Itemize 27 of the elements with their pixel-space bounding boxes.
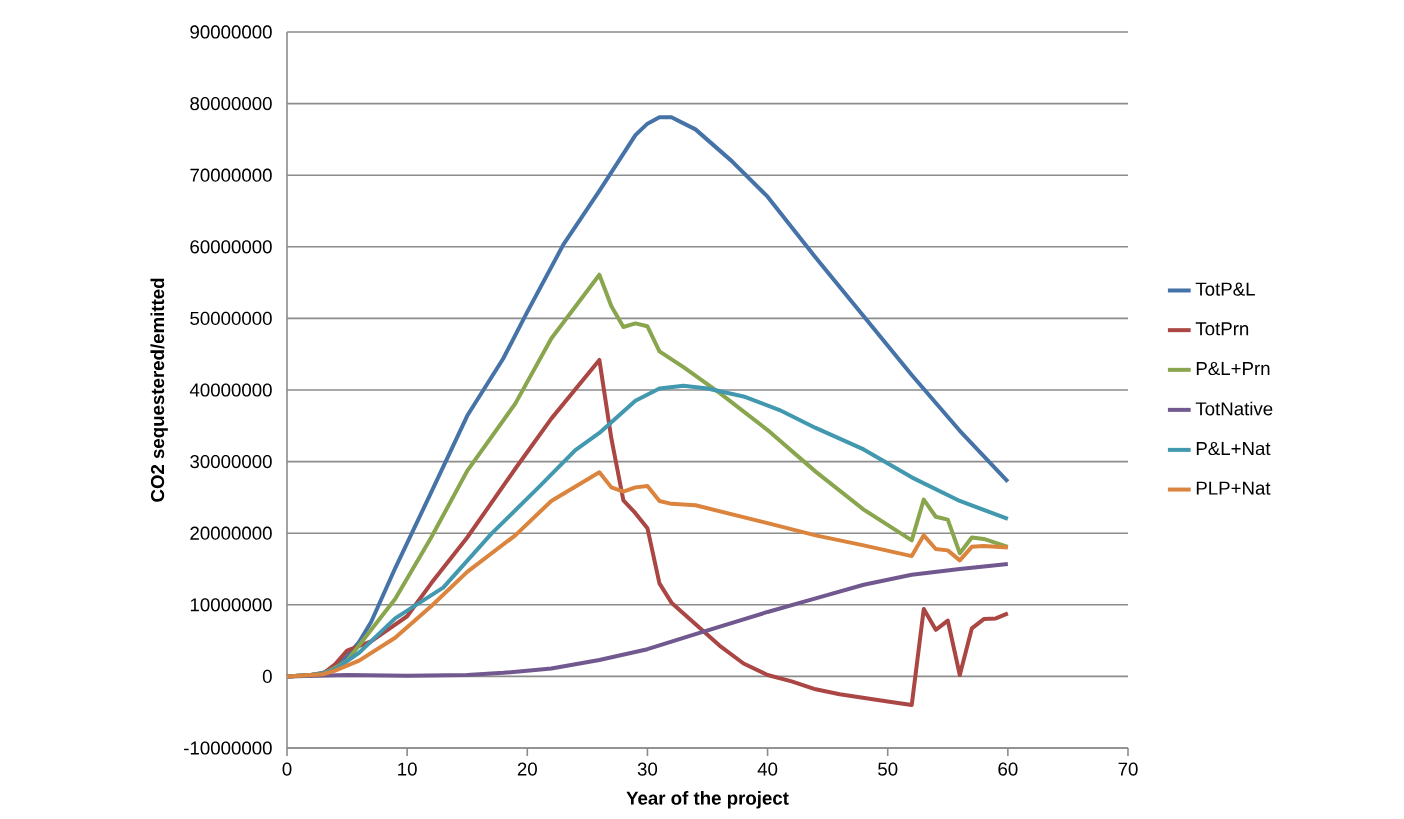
y-axis-title: CO2 sequestered/emitted [150, 278, 168, 502]
legend-label: TotNative [1195, 401, 1273, 416]
y-tick-label: 50000000 [190, 311, 272, 326]
y-tick-label: 70000000 [190, 168, 272, 182]
legend-label: PLP+Nat [1196, 481, 1271, 495]
x-tick-label: 20 [517, 762, 537, 776]
y-tick-label: 10000000 [190, 598, 272, 612]
y-tick-label: 80000000 [190, 96, 272, 111]
x-tick-label: 10 [398, 762, 417, 776]
x-tick-label: 50 [878, 762, 898, 776]
legend-label: P&L+Nat [1196, 442, 1271, 456]
x-tick-label: 60 [998, 762, 1018, 776]
y-tick-label: 20000000 [190, 526, 272, 540]
x-tick-label: 30 [637, 762, 658, 776]
y-tick-label: 30000000 [190, 454, 272, 469]
legend-label: TotP&L [1195, 282, 1255, 296]
x-tick-label: 40 [757, 762, 778, 776]
x-tick-label: 70 [1118, 762, 1138, 776]
y-tick-label: 90000000 [190, 25, 272, 39]
y-tick-label: 40000000 [189, 383, 272, 397]
legend-label: P&L+Prn [1196, 361, 1270, 376]
y-tick-label: -10000000 [184, 741, 272, 755]
legend-label: TotPrn [1195, 322, 1249, 336]
y-tick-label: 60000000 [190, 240, 272, 254]
x-axis-title: Year of the project [626, 791, 789, 809]
y-tick-label: 0 [262, 669, 272, 684]
x-tick-label: 0 [282, 762, 292, 776]
